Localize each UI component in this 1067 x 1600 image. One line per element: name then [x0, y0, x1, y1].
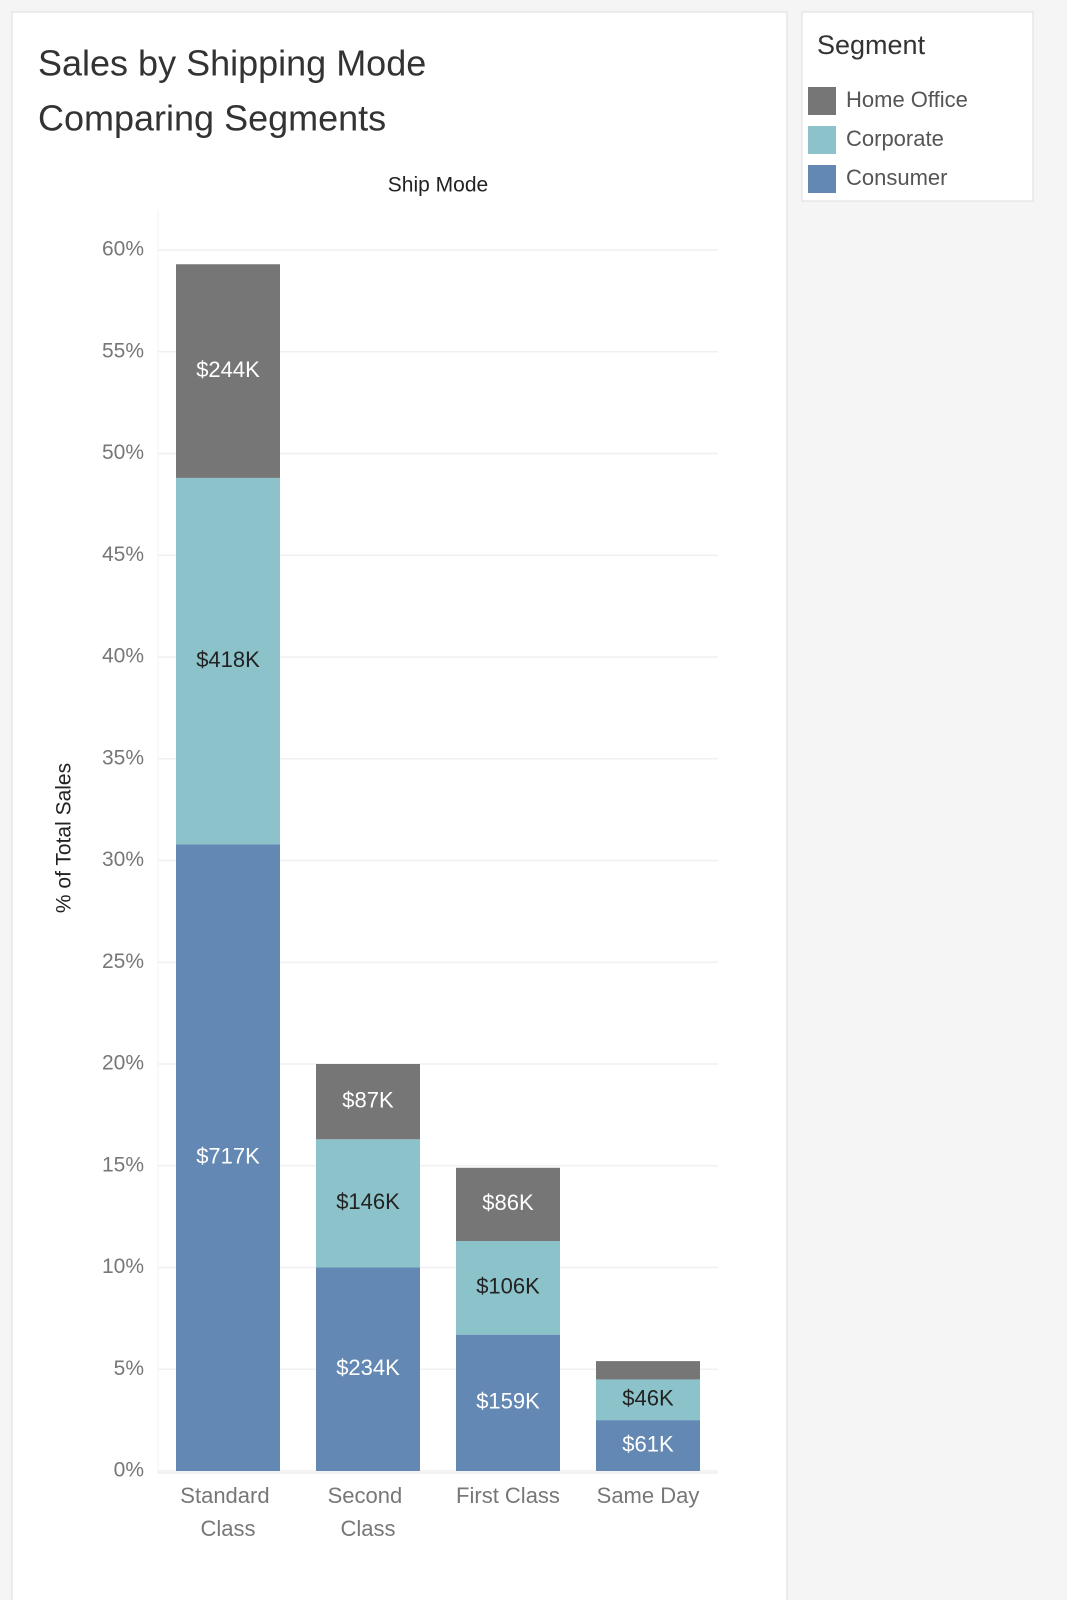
data-label: $717K [196, 1143, 260, 1168]
bar-segment [316, 1139, 420, 1268]
bar-segment [176, 844, 280, 1471]
y-tick-label: 60% [102, 238, 144, 261]
data-label: $61K [622, 1431, 674, 1456]
y-tick-label: 20% [102, 1052, 144, 1075]
bar-segment [456, 1334, 560, 1471]
y-tick-label: 50% [102, 441, 144, 464]
y-tick-label: 30% [102, 848, 144, 871]
legend-swatch [808, 165, 836, 193]
data-label: $244K [196, 357, 260, 382]
x-tick-label: Same Day [597, 1483, 700, 1508]
legend-box [801, 11, 1034, 202]
y-axis-title: % of Total Sales [53, 763, 76, 913]
y-tick-label: 40% [102, 645, 144, 668]
y-tick-label: 55% [102, 339, 144, 362]
x-axis-title: Ship Mode [388, 174, 488, 197]
bar-segment [596, 1420, 700, 1471]
y-tick-label: 5% [114, 1357, 144, 1380]
y-tick-label: 15% [102, 1153, 144, 1176]
legend-label: Corporate [846, 126, 944, 151]
data-label: $234K [336, 1355, 400, 1380]
legend-title: Segment [817, 30, 926, 60]
legend-swatch [808, 126, 836, 154]
legend-label: Home Office [846, 87, 968, 112]
y-tick-label: 45% [102, 543, 144, 566]
x-tick-label: Second Class [328, 1483, 409, 1541]
bar-segment [316, 1064, 420, 1140]
data-label: $86K [482, 1190, 534, 1215]
y-tick-label: 10% [102, 1255, 144, 1278]
chart-title: Sales by Shipping Mode [38, 43, 426, 84]
bar-segment [176, 477, 280, 845]
data-label: $46K [622, 1386, 674, 1411]
x-tick-label: Standard Class [180, 1483, 275, 1541]
y-tick-label: 25% [102, 950, 144, 973]
data-label: $146K [336, 1189, 400, 1214]
y-tick-label: 0% [114, 1459, 144, 1482]
y-tick-label: 35% [102, 746, 144, 769]
data-label: $87K [342, 1087, 394, 1112]
bar-segment [596, 1361, 700, 1380]
bar-segment [316, 1267, 420, 1471]
data-label: $418K [196, 647, 260, 672]
data-label: $106K [476, 1274, 540, 1299]
data-label: $159K [476, 1389, 540, 1414]
bar-segment [456, 1241, 560, 1335]
x-tick-label: First Class [456, 1483, 560, 1508]
bar-segment [176, 264, 280, 478]
legend-label: Consumer [846, 165, 947, 190]
bar-segment [456, 1167, 560, 1242]
bar-segment [596, 1379, 700, 1421]
legend-swatch [808, 87, 836, 115]
chart-subtitle: Comparing Segments [38, 98, 386, 139]
